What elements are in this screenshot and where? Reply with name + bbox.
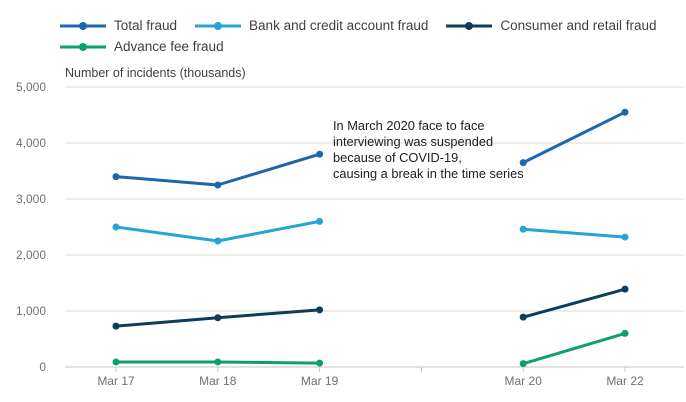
data-point-marker (112, 358, 120, 366)
data-point-marker (316, 306, 324, 314)
chart-legend: Total fraud Bank and credit account fraud… (60, 18, 657, 54)
data-point-marker (621, 285, 629, 293)
data-point-marker (519, 159, 527, 167)
legend-line-swatch (446, 21, 493, 30)
data-point-marker (112, 322, 120, 330)
legend-item-consumer-and-retail-fraud: Consumer and retail fraud (446, 18, 657, 33)
legend-swatch-marker (214, 21, 223, 30)
series-line-consumer-and-retail-fraud (521, 287, 627, 319)
y-tick-label: 2,000 (16, 248, 46, 262)
legend-line-swatch (60, 42, 106, 51)
y-tick-label: 0 (39, 360, 46, 374)
legend-label: Advance fee fraud (114, 39, 224, 54)
y-tick-label: 5,000 (16, 80, 46, 94)
x-tick-label: Mar 19 (301, 374, 339, 388)
legend-row-2: Advance fee fraud (60, 39, 657, 54)
series-line-total-fraud (521, 110, 627, 165)
legend-label: Total fraud (114, 18, 178, 33)
legend-row-1: Total fraud Bank and credit account fraud… (60, 18, 657, 33)
data-point-marker (214, 358, 222, 366)
y-tick-label: 4,000 (16, 136, 46, 150)
series-line-total-fraud (114, 152, 322, 187)
data-point-marker (621, 233, 629, 241)
data-point-marker (519, 313, 527, 321)
legend-item-advance-fee-fraud: Advance fee fraud (60, 39, 224, 54)
data-point-marker (214, 314, 222, 322)
legend-line-swatch (195, 21, 242, 30)
legend-swatch-marker (465, 21, 474, 30)
covid-break-annotation: In March 2020 face to face interviewing … (333, 118, 524, 181)
data-point-marker (316, 359, 324, 367)
y-axis-title: Number of incidents (thousands) (65, 66, 246, 80)
x-tick-label: Mar 18 (199, 374, 237, 388)
legend-item-bank-and-credit-account-fraud: Bank and credit account fraud (195, 18, 428, 33)
data-point-marker (621, 108, 629, 116)
data-point-marker (519, 360, 527, 368)
data-point-marker (214, 181, 222, 189)
data-point-marker (214, 237, 222, 245)
data-point-marker (112, 173, 120, 181)
y-tick-label: 1,000 (16, 304, 46, 318)
x-tick-label: Mar 22 (606, 374, 644, 388)
data-point-marker (519, 225, 527, 233)
series-line-bank-and-credit-account-fraud (521, 227, 627, 239)
series-line-advance-fee-fraud (521, 331, 627, 366)
x-tick-label: Mar 20 (505, 374, 543, 388)
legend-label: Bank and credit account fraud (249, 18, 429, 33)
legend-item-total-fraud: Total fraud (60, 18, 177, 33)
data-point-marker (316, 150, 324, 158)
legend-swatch-marker (79, 42, 87, 51)
data-point-marker (621, 329, 629, 337)
legend-label: Consumer and retail fraud (500, 18, 657, 33)
data-point-marker (112, 223, 120, 231)
legend-line-swatch (60, 21, 106, 30)
legend-swatch-marker (79, 21, 87, 30)
data-point-marker (316, 217, 324, 225)
x-tick-label: Mar 17 (97, 374, 135, 388)
y-tick-label: 3,000 (16, 192, 46, 206)
